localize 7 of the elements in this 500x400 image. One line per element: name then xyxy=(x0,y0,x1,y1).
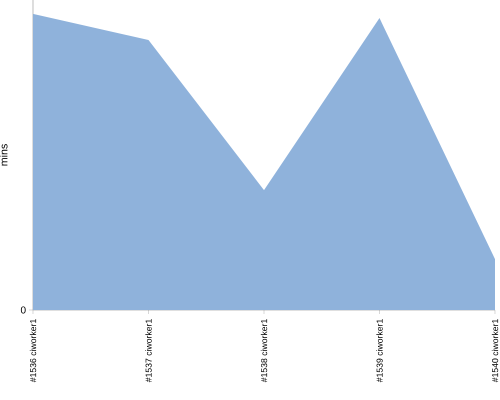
x-tick-label: #1538 ciworker1 xyxy=(260,319,268,382)
x-tick-label: #1539 ciworker1 xyxy=(376,319,383,382)
x-tick-label: #1536 ciworker1 xyxy=(30,319,36,382)
x-tick-label: #1537 ciworker1 xyxy=(145,319,152,382)
x-tick-label: #1540 ciworker1 xyxy=(492,319,498,382)
y-axis-title: mins xyxy=(0,144,8,166)
text: 0 xyxy=(20,306,26,314)
